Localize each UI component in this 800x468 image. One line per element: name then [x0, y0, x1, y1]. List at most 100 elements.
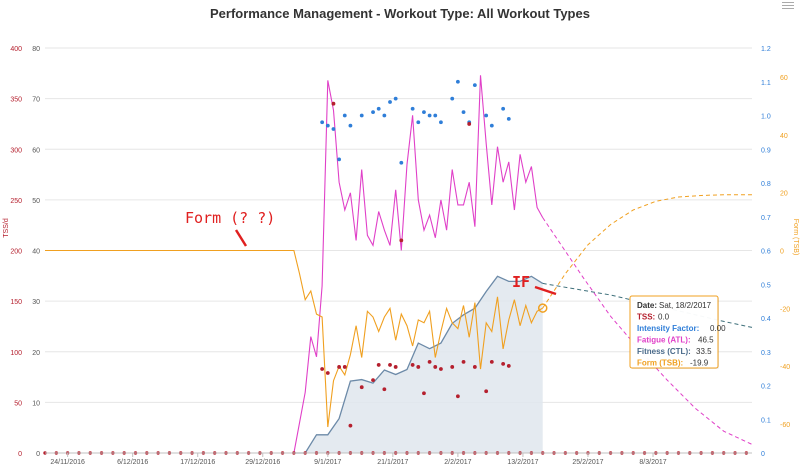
tss-tick-label: 200 — [10, 249, 22, 256]
tss-point — [337, 365, 342, 369]
x-tick-label: 17/12/2016 — [180, 459, 215, 466]
if-point — [416, 120, 421, 125]
axes: 24/11/2016 6/12/2016 17/12/2016 29/12/2016 9… — [3, 46, 799, 466]
tsb-tick-label: 60 — [780, 75, 788, 82]
if-tick-label: 1.2 — [761, 46, 771, 53]
if-point — [382, 113, 387, 118]
tss-tick-label: 300 — [10, 147, 22, 154]
tss-point — [320, 367, 325, 371]
tss-point — [399, 238, 404, 243]
if-tick-label: 0 — [761, 451, 765, 458]
fitness-area — [293, 276, 543, 453]
tss-point — [484, 389, 489, 394]
if-point — [320, 120, 325, 125]
if-point — [472, 83, 477, 88]
tss-point — [439, 367, 443, 371]
tsb-tick-label: -40 — [780, 364, 790, 371]
if-point — [325, 123, 330, 128]
tss-tick-label: 250 — [10, 198, 22, 205]
if-tick-label: 1.1 — [761, 80, 771, 87]
if-point — [439, 120, 443, 125]
ctl-tick-label: 10 — [32, 400, 40, 407]
if-point — [342, 113, 347, 118]
form-projection — [542, 194, 752, 309]
fitness-area-fill — [293, 276, 543, 453]
if-tick-label: 0.7 — [761, 215, 771, 222]
tss-point — [388, 363, 392, 367]
tss-point — [410, 363, 415, 367]
tss-point — [472, 365, 477, 369]
if-tick-label: 0.3 — [761, 350, 771, 357]
tss-tick-label: 400 — [10, 46, 22, 53]
hover-marker — [537, 303, 548, 313]
if-point — [427, 113, 432, 118]
if-point — [484, 113, 489, 118]
tss-point — [416, 365, 421, 369]
tsb-tick-label: -60 — [780, 422, 790, 429]
chart-menu-icon[interactable] — [782, 0, 794, 9]
tooltip-row-value: -19.9 — [690, 359, 709, 368]
tsb-tick-label: -20 — [780, 306, 790, 313]
tss-point — [467, 122, 472, 126]
if-point — [501, 106, 506, 111]
tooltip-row-value: 0.00 — [710, 324, 726, 333]
series-points — [43, 79, 749, 455]
tss-point — [433, 365, 438, 369]
x-tick-label: 8/3/2017 — [639, 459, 666, 466]
tooltip-row-label: TSS: — [637, 313, 655, 322]
tooltip-row-label: Form (TSB): — [637, 359, 683, 368]
if-tick-label: 0.2 — [761, 384, 771, 391]
if-point — [359, 113, 364, 118]
x-tick-label: 25/2/2017 — [572, 459, 603, 466]
tss-point — [325, 371, 330, 375]
if-point — [331, 127, 336, 131]
tooltip-box — [629, 295, 719, 369]
tsb-tick-label: 40 — [780, 133, 788, 140]
tss-point — [450, 365, 455, 369]
ctl-tick-label: 60 — [32, 147, 40, 154]
tooltip-row-label: Fitness (CTL): — [637, 347, 691, 356]
tooltip-row-value: 33.5 — [696, 347, 712, 356]
tsb-tick-label: 20 — [780, 191, 788, 198]
x-tick-label: 21/1/2017 — [377, 459, 408, 466]
if-point — [433, 113, 438, 118]
annotation-if-pointer — [534, 285, 557, 296]
tooltip-row-label: Fatigue (ATL): — [637, 336, 691, 345]
annotation-form: Form (? ?) — [185, 209, 275, 227]
if-tick-label: 0.5 — [761, 282, 771, 289]
tss-axis-title: TSS/d — [3, 218, 10, 238]
tooltip: Date: Sat, 18/2/2017 TSS: 0.0 Intensity Fact… — [537, 295, 726, 369]
if-point — [455, 79, 460, 84]
x-tick-label: 6/12/2016 — [117, 459, 148, 466]
ctl-tick-label: 30 — [32, 299, 40, 306]
if-tick-label: 0.4 — [761, 316, 771, 323]
fatigue-line — [293, 75, 544, 454]
tooltip-date-label: Date: — [637, 301, 657, 310]
if-tick-label: 0.1 — [761, 417, 771, 424]
if-tick-label: 1.0 — [761, 114, 771, 121]
tooltip-date-value: Sat, 18/2/2017 — [659, 301, 712, 310]
tss-tick-label: 0 — [18, 451, 22, 458]
tooltip-row-value: 46.5 — [698, 336, 714, 345]
if-point — [348, 123, 353, 128]
ctl-tick-label: 70 — [32, 97, 40, 104]
if-point — [337, 157, 342, 162]
x-tick-label: 13/2/2017 — [507, 459, 538, 466]
annotations: Form (? ?) IF — [185, 209, 557, 296]
if-tick-label: 0.8 — [761, 181, 771, 188]
if-point — [371, 110, 375, 115]
tss-point — [382, 387, 387, 392]
if-point — [422, 110, 426, 115]
tss-point — [489, 359, 494, 364]
tooltip-row-label: Intensity Factor: — [637, 324, 699, 333]
tss-point — [427, 359, 432, 364]
if-point — [450, 96, 455, 101]
if-point — [376, 106, 381, 111]
x-tick-label: 9/1/2017 — [314, 459, 341, 466]
if-point — [489, 123, 494, 128]
tss-point — [331, 101, 336, 106]
tss-point — [376, 363, 381, 367]
x-tick-label: 2/2/2017 — [444, 459, 471, 466]
tss-point — [501, 362, 506, 366]
